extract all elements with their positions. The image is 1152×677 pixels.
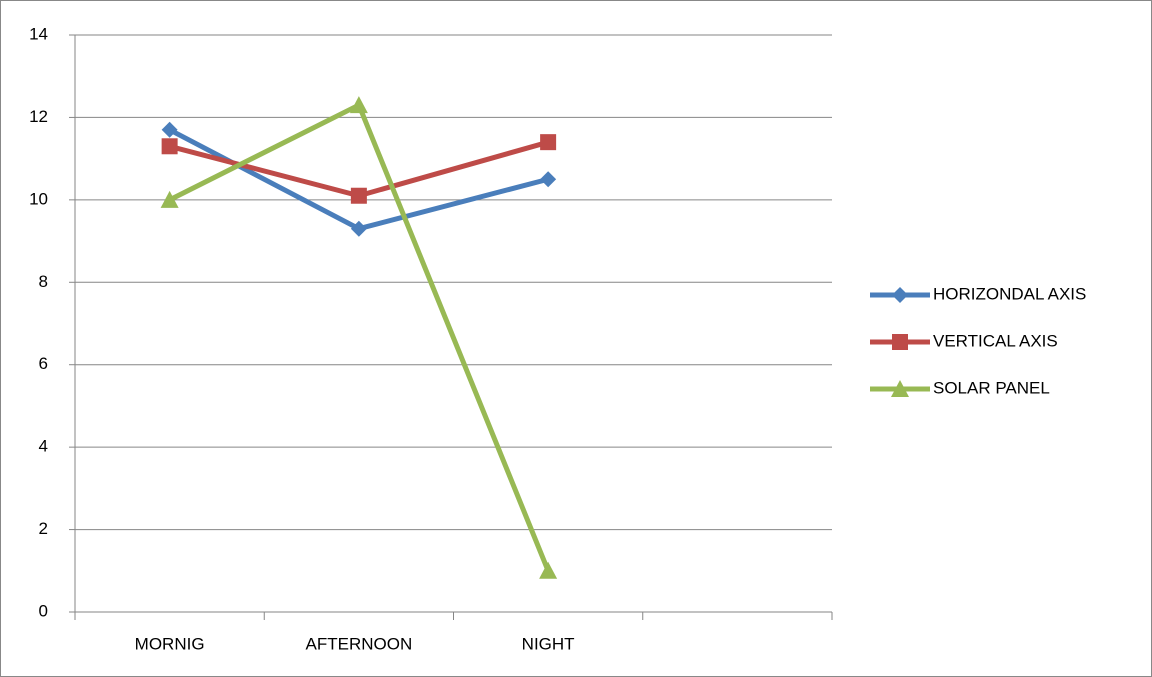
y-tick-label: 2 (39, 519, 48, 538)
legend-marker (892, 334, 908, 350)
point (539, 561, 558, 579)
y-tick-label: 8 (39, 272, 48, 291)
point (540, 134, 557, 151)
legend-label: SOLAR PANEL (933, 378, 1050, 397)
point (349, 96, 368, 114)
point (161, 121, 178, 138)
point (350, 187, 367, 204)
y-tick-label: 14 (29, 24, 48, 43)
y-tick-label: 6 (39, 354, 48, 373)
y-tick-label: 0 (39, 601, 48, 620)
x-tick-label: NIGHT (522, 634, 575, 653)
point (160, 190, 179, 208)
y-tick-label: 4 (39, 437, 48, 456)
point (540, 171, 557, 188)
y-tick-label: 12 (29, 107, 48, 126)
point (161, 138, 178, 155)
legend-marker (892, 287, 908, 303)
legend-label: HORIZONDAL AXIS (933, 284, 1086, 303)
x-tick-label: MORNIG (135, 634, 205, 653)
x-tick-label: AFTERNOON (306, 634, 413, 653)
legend-marker (891, 380, 909, 397)
y-tick-label: 10 (29, 189, 48, 208)
legend-label: VERTICAL AXIS (933, 331, 1058, 350)
point (350, 220, 367, 237)
